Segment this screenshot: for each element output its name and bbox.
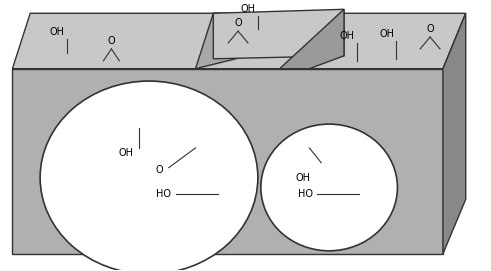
Text: HO: HO bbox=[156, 189, 171, 199]
Polygon shape bbox=[12, 13, 466, 69]
Ellipse shape bbox=[40, 81, 258, 271]
Text: O: O bbox=[234, 18, 242, 28]
Text: OH: OH bbox=[241, 4, 255, 14]
Polygon shape bbox=[213, 9, 344, 59]
Text: OH: OH bbox=[119, 148, 134, 158]
Polygon shape bbox=[12, 69, 443, 254]
Text: OH: OH bbox=[339, 31, 355, 41]
Polygon shape bbox=[195, 13, 260, 69]
Text: OH: OH bbox=[379, 29, 394, 39]
Text: O: O bbox=[426, 24, 434, 34]
Polygon shape bbox=[280, 9, 344, 69]
Polygon shape bbox=[443, 13, 466, 254]
Text: OH: OH bbox=[296, 173, 311, 183]
Text: HO: HO bbox=[298, 189, 313, 199]
Text: O: O bbox=[155, 165, 163, 175]
Ellipse shape bbox=[261, 124, 397, 251]
Text: OH: OH bbox=[50, 27, 64, 37]
Text: O: O bbox=[108, 36, 115, 46]
